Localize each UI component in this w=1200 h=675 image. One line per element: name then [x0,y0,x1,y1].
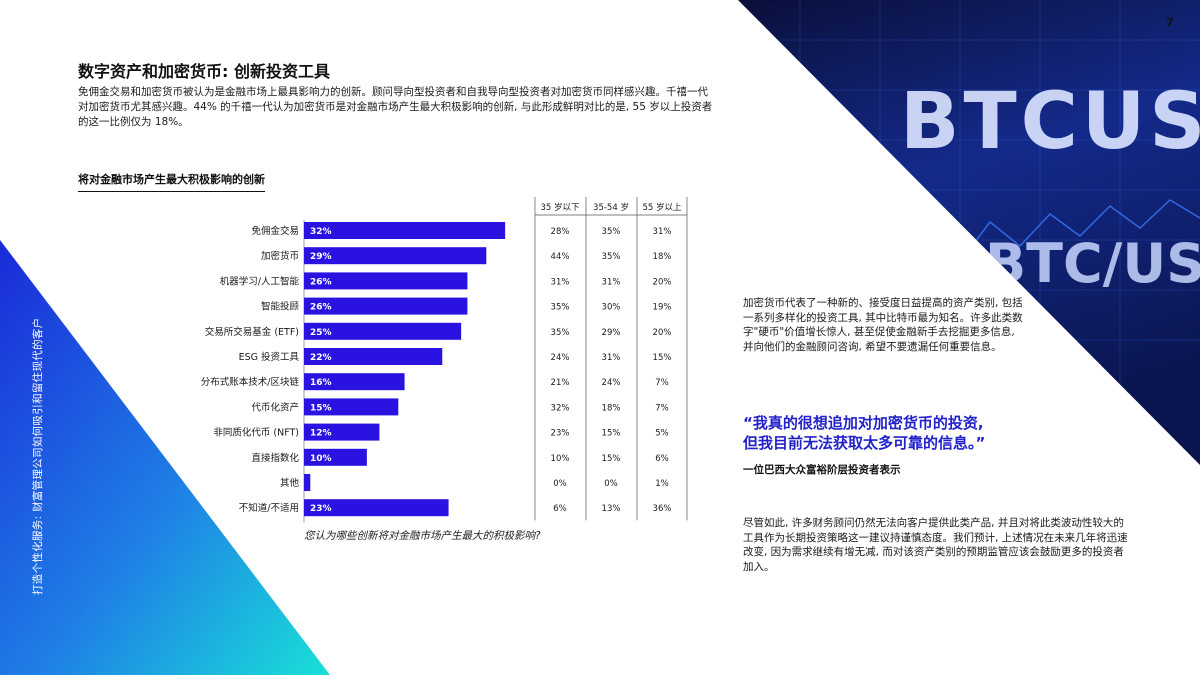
category-label: 其他 [280,477,300,489]
category-label: 交易所交易基金 (ETF) [205,326,299,338]
table-cell: 10% [551,454,570,464]
bar [304,297,468,315]
table-cell: 35% [602,227,621,237]
table-cell: 13% [602,504,621,514]
bar [304,222,506,239]
bar-value-label: 1% [310,479,325,489]
bar-value-label: 29% [310,252,332,262]
bar-value-label: 26% [310,303,332,313]
table-header-2: 55 岁以上 [642,202,682,213]
category-label: 非同质化代币 (NFT) [213,427,299,439]
table-cell: 30% [602,303,621,313]
table-cell: 0% [604,479,618,489]
bar [304,322,462,340]
bar-value-label: 25% [310,328,332,338]
table-cell: 31% [602,277,621,287]
bar-value-label: 10% [310,454,332,464]
bar [304,247,487,265]
table-cell: 32% [551,403,570,413]
table-cell: 6% [655,454,669,464]
table-cell: 7% [655,403,669,413]
bar [304,499,449,517]
category-label: 免佣金交易 [251,225,299,237]
table-cell: 19% [653,303,672,313]
category-label: 加密货币 [261,250,299,262]
investor-quote-text: “我真的很想追加对加密货币的投资, 但我目前无法获取太多可靠的信息。” [743,414,986,452]
category-label: 智能投顾 [261,301,300,313]
table-cell: 44% [551,252,570,262]
bar-value-label: 26% [310,277,332,287]
table-cell: 23% [551,429,570,439]
table-cell: 15% [602,429,621,439]
category-label: 机器学习/人工智能 [220,275,300,287]
table-header-1: 35-54 岁 [593,202,629,213]
table-cell: 5% [655,429,669,439]
bar [304,448,367,466]
intro-paragraph: 免佣金交易和加密货币被认为是金融市场上最具影响力的创新。顾问导向型投资者和自我导… [78,86,713,128]
bar [304,423,380,441]
chart-title: 将对金融市场产生最大积极影响的创新 [78,171,265,192]
table-cell: 28% [551,227,570,237]
category-label: 分布式账本技术/区块链 [201,376,300,388]
bar [304,398,399,416]
bar [304,348,443,365]
table-cell: 29% [602,328,621,338]
table-cell: 31% [551,277,570,287]
table-cell: 0% [553,479,567,489]
table-cell: 18% [653,252,672,262]
table-cell: 15% [653,353,672,363]
table-cell: 35% [551,303,570,313]
bar [304,373,405,391]
table-cell: 35% [551,328,570,338]
table-cell: 36% [653,504,672,514]
table-cell: 24% [602,378,621,388]
table-cell: 6% [553,504,567,514]
quote-attribution: 一位巴西大众富裕阶层投资者表示 [743,464,901,476]
table-cell: 20% [653,328,672,338]
bar-value-label: 23% [310,504,332,514]
table-cell: 35% [602,252,621,262]
table-cell: 1% [655,479,669,489]
category-label: ESG 投资工具 [239,351,300,363]
left-gradient-shape [0,240,330,675]
table-cell: 18% [602,403,621,413]
category-label: 代币化资产 [251,401,299,413]
table-cell: 15% [602,454,621,464]
bar-value-label: 22% [310,353,332,363]
crypto-paragraph: 加密货币代表了一种新的、接受度日益提高的资产类别, 包括一系列多样化的投资工具,… [743,297,1023,353]
page-title: 数字资产和加密货币: 创新投资工具 [78,62,330,81]
hero-ticker-sub: BTC/USD [985,232,1200,295]
bar-value-label: 12% [310,429,332,439]
chart-caption: 您认为哪些创新将对金融市场产生最大的积极影响? [304,530,541,542]
hero-ticker-main: BTCUSD [900,77,1200,167]
table-cell: 31% [602,353,621,363]
table-cell: 20% [653,277,672,287]
table-header-0: 35 岁以下 [540,202,580,213]
advisor-paragraph: 尽管如此, 许多财务顾问仍然无法向客户提供此类产品, 并且对将此类波动性较大的工… [743,517,1128,573]
bar [304,474,311,491]
category-label: 不知道/不适用 [239,502,299,514]
investor-quote: “我真的很想追加对加密货币的投资, 但我目前无法获取太多可靠的信息。” [743,413,1073,453]
table-cell: 31% [653,227,672,237]
category-label: 直接指数化 [251,452,299,464]
table-cell: 24% [551,353,570,363]
page-number: 7 [1166,16,1174,29]
table-cell: 21% [551,378,570,388]
table-cell: 7% [655,378,669,388]
bar-value-label: 15% [310,403,332,413]
bar-value-label: 32% [310,227,332,237]
bar-value-label: 16% [310,378,332,388]
bar [304,272,468,290]
